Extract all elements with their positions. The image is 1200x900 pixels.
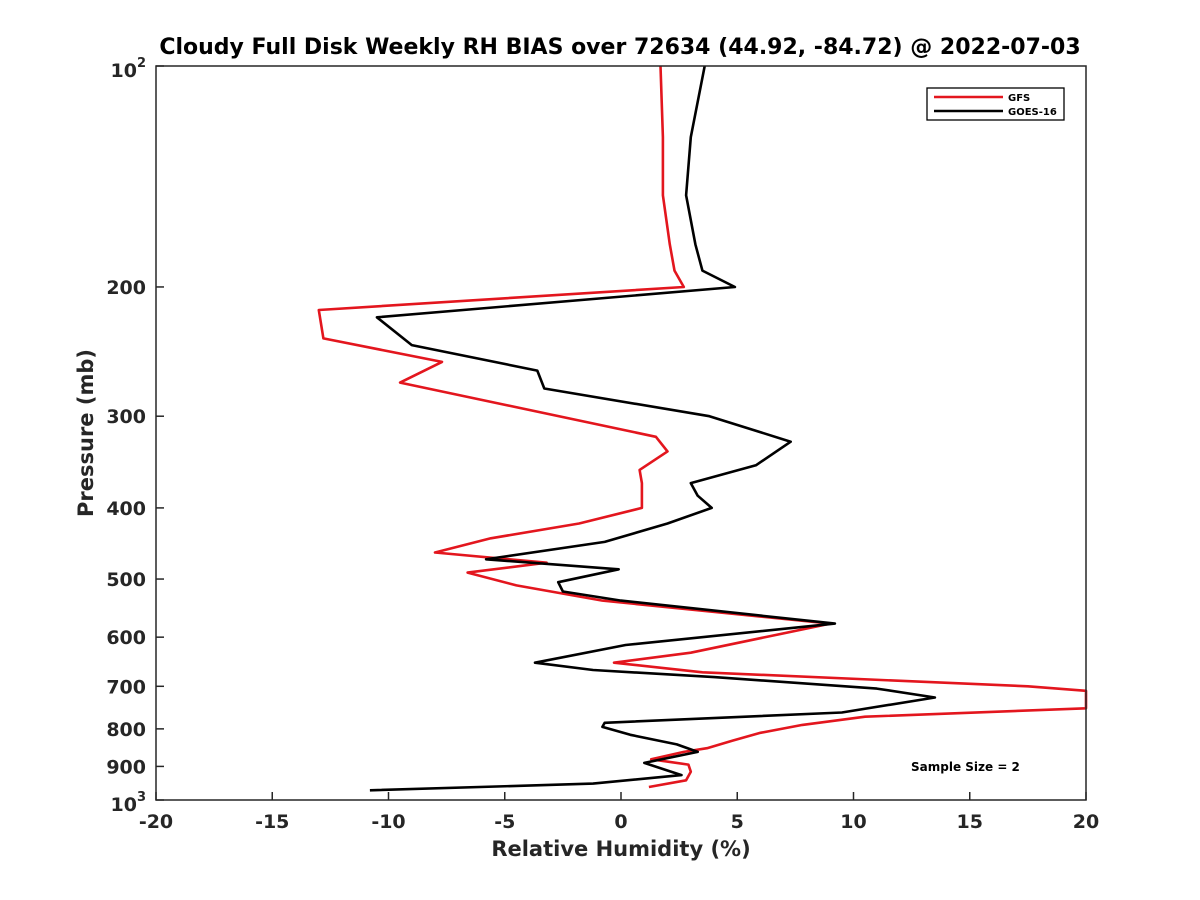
sample-size-annotation: Sample Size = 2 — [911, 760, 1020, 774]
y-tick-label-base: 10 — [111, 794, 137, 816]
legend-label-gfs: GFS — [1008, 93, 1030, 104]
y-tick-label: 700 — [106, 676, 146, 698]
x-tick-label: -15 — [255, 811, 289, 833]
y-tick-label: 800 — [106, 719, 146, 741]
x-tick-label: -20 — [139, 811, 173, 833]
x-axis: -20 -15 -10 -5 0 5 10 15 20 — [139, 792, 1099, 833]
y-tick-label: 103 — [111, 790, 147, 816]
y-tick-label: 400 — [106, 498, 146, 520]
x-axis-label: Relative Humidity (%) — [491, 837, 750, 861]
x-tick-label: -10 — [371, 811, 405, 833]
y-tick-label: 600 — [106, 627, 146, 649]
x-tick-label: 15 — [957, 811, 983, 833]
legend-box — [926, 87, 1065, 121]
y-tick-label: 500 — [106, 569, 146, 591]
series-line-goes16 — [369, 65, 937, 792]
plot-frame — [155, 65, 1087, 801]
series-line-gfs — [317, 65, 1088, 789]
y-tick-label: 200 — [106, 277, 146, 299]
y-tick-label-base: 10 — [111, 60, 137, 82]
y-tick-label: 300 — [106, 406, 146, 428]
y-axis-label: Pressure (mb) — [74, 349, 98, 517]
chart-title: Cloudy Full Disk Weekly RH BIAS over 726… — [159, 35, 1080, 60]
x-tick-label: 0 — [614, 811, 627, 833]
plot-area: -20 -15 -10 -5 0 5 10 15 20 10220030040050060070… — [106, 56, 1099, 833]
legend-label-goes16: GOES-16 — [1008, 107, 1057, 118]
x-tick-label: 20 — [1073, 811, 1099, 833]
legend: GFS GOES-16 — [926, 87, 1065, 121]
y-tick-label: 102 — [111, 56, 147, 82]
y-tick-label-exponent: 2 — [137, 56, 146, 71]
y-tick-label-exponent: 3 — [137, 790, 146, 805]
x-tick-label: -5 — [494, 811, 515, 833]
series-layer — [317, 65, 1088, 792]
x-tick-label: 5 — [731, 811, 744, 833]
x-tick-label: 10 — [840, 811, 866, 833]
y-tick-label: 900 — [106, 756, 146, 778]
